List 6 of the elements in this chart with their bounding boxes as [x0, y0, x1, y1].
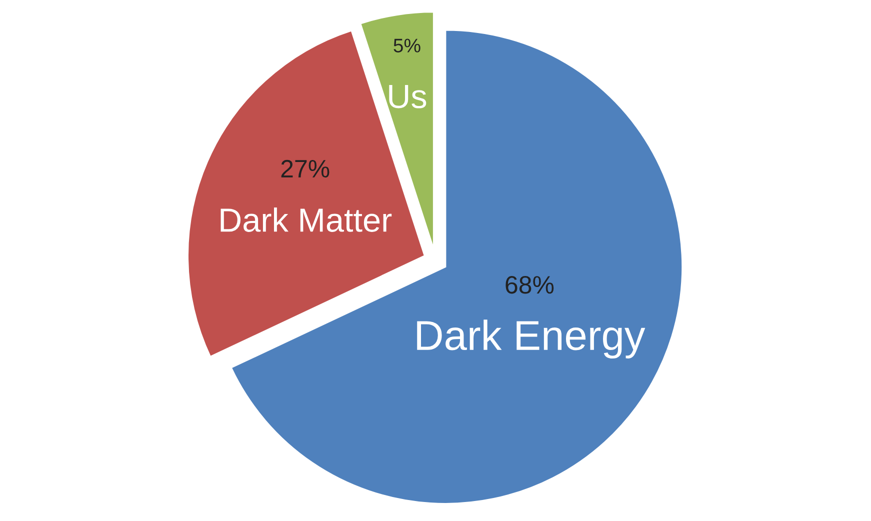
- data-label: 5%: [394, 38, 420, 52]
- slice-label: Us: [389, 85, 426, 108]
- slice-label: Dark Energy: [417, 320, 646, 359]
- data-label: 27%: [281, 160, 330, 178]
- slice-label: Dark Matter: [220, 207, 392, 232]
- data-label: 68%: [506, 276, 554, 294]
